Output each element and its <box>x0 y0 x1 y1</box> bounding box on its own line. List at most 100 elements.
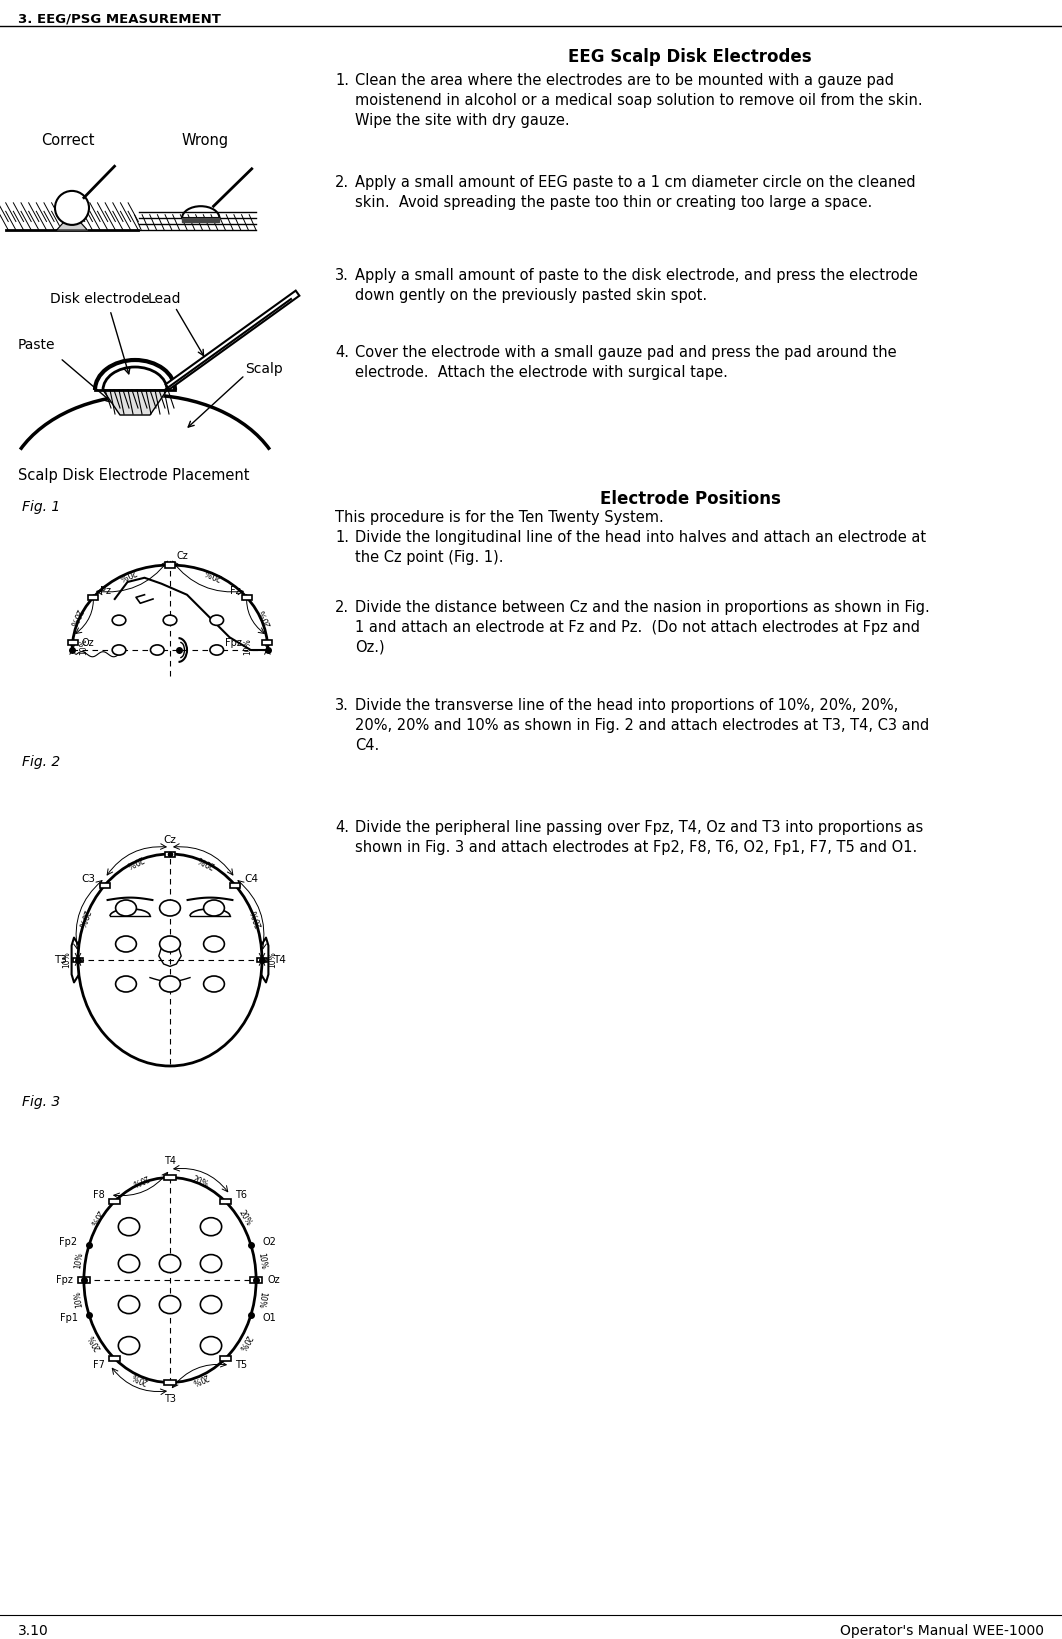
FancyBboxPatch shape <box>165 1380 175 1385</box>
Text: 10%: 10% <box>63 952 71 969</box>
Polygon shape <box>103 390 167 415</box>
FancyBboxPatch shape <box>257 957 267 962</box>
Text: Fig. 3: Fig. 3 <box>22 1095 61 1110</box>
Text: Cover the electrode with a small gauze pad and press the pad around the
electrod: Cover the electrode with a small gauze p… <box>355 344 896 380</box>
Ellipse shape <box>201 1254 222 1272</box>
Text: O2: O2 <box>262 1237 276 1247</box>
Ellipse shape <box>118 1218 140 1236</box>
Text: Fp2: Fp2 <box>59 1237 78 1247</box>
Text: 20%: 20% <box>75 908 90 929</box>
Ellipse shape <box>204 975 224 992</box>
Text: F7: F7 <box>93 1360 105 1370</box>
Text: 10%: 10% <box>256 1252 268 1270</box>
Text: 10%: 10% <box>73 1290 84 1308</box>
Text: 20%: 20% <box>87 1208 104 1228</box>
Text: 10%: 10% <box>73 1252 84 1270</box>
Text: 1.: 1. <box>335 74 349 89</box>
Text: 3.10: 3.10 <box>18 1624 49 1637</box>
FancyBboxPatch shape <box>220 1198 232 1205</box>
FancyBboxPatch shape <box>262 641 273 646</box>
Text: 20%: 20% <box>130 1172 149 1188</box>
Text: 10%: 10% <box>256 1290 268 1308</box>
Text: T4: T4 <box>164 1155 176 1165</box>
Text: 20%: 20% <box>237 1208 253 1228</box>
Text: Paste: Paste <box>18 338 55 352</box>
Ellipse shape <box>113 644 125 656</box>
Text: 20%: 20% <box>117 565 138 582</box>
Polygon shape <box>182 218 220 223</box>
Text: Fz: Fz <box>229 585 240 597</box>
Text: Cz: Cz <box>164 834 176 844</box>
Text: 4.: 4. <box>335 820 349 834</box>
FancyBboxPatch shape <box>88 595 98 600</box>
Text: 20%: 20% <box>237 1333 253 1352</box>
Text: Fp1: Fp1 <box>59 1313 78 1323</box>
FancyBboxPatch shape <box>73 957 83 962</box>
Text: Divide the peripheral line passing over Fpz, T4, Oz and T3 into proportions as
s: Divide the peripheral line passing over … <box>355 820 923 856</box>
Ellipse shape <box>164 615 176 626</box>
Text: Divide the transverse line of the head into proportions of 10%, 20%, 20%,
20%, 2: Divide the transverse line of the head i… <box>355 698 929 752</box>
Text: F8: F8 <box>93 1190 105 1200</box>
Text: Cz: Cz <box>176 551 189 562</box>
Ellipse shape <box>210 644 223 656</box>
Ellipse shape <box>113 615 125 626</box>
Ellipse shape <box>159 1254 181 1272</box>
Circle shape <box>55 190 89 225</box>
FancyBboxPatch shape <box>79 1277 89 1283</box>
Ellipse shape <box>118 1254 140 1272</box>
Ellipse shape <box>159 975 181 992</box>
Text: O1: O1 <box>262 1313 276 1323</box>
Text: 10%: 10% <box>80 638 88 654</box>
Text: Fpz: Fpz <box>225 638 242 647</box>
FancyBboxPatch shape <box>242 595 252 600</box>
Text: This procedure is for the Ten Twenty System.: This procedure is for the Ten Twenty Sys… <box>335 510 664 524</box>
Text: Oz: Oz <box>268 1275 280 1285</box>
Ellipse shape <box>201 1218 222 1236</box>
FancyBboxPatch shape <box>109 1198 120 1205</box>
FancyBboxPatch shape <box>230 883 240 888</box>
Text: Apply a small amount of EEG paste to a 1 cm diameter circle on the cleaned
skin.: Apply a small amount of EEG paste to a 1… <box>355 175 915 210</box>
Text: Fig. 2: Fig. 2 <box>22 756 61 769</box>
Text: 20%: 20% <box>131 1370 150 1387</box>
Ellipse shape <box>201 1336 222 1354</box>
Ellipse shape <box>116 936 136 952</box>
Ellipse shape <box>151 644 164 656</box>
FancyBboxPatch shape <box>165 1175 175 1180</box>
Text: Disk electrode: Disk electrode <box>50 292 150 306</box>
Text: T3: T3 <box>164 1395 176 1405</box>
FancyBboxPatch shape <box>109 1355 120 1362</box>
Ellipse shape <box>159 900 181 916</box>
Ellipse shape <box>84 1177 256 1383</box>
Text: Pz: Pz <box>100 585 110 597</box>
Text: 3.: 3. <box>335 269 349 284</box>
Text: 10%: 10% <box>269 952 277 969</box>
Text: Oz: Oz <box>81 638 93 647</box>
Text: 4.: 4. <box>335 344 349 361</box>
Ellipse shape <box>201 1295 222 1313</box>
Text: T3: T3 <box>54 956 67 965</box>
Text: 1.: 1. <box>335 529 349 546</box>
FancyBboxPatch shape <box>220 1355 232 1362</box>
Text: Fpz: Fpz <box>55 1275 72 1285</box>
Text: 2.: 2. <box>335 600 349 615</box>
Text: T5: T5 <box>235 1360 247 1370</box>
Ellipse shape <box>118 1295 140 1313</box>
Text: 2.: 2. <box>335 175 349 190</box>
Text: Fig. 1: Fig. 1 <box>22 500 61 515</box>
FancyBboxPatch shape <box>166 852 175 857</box>
Ellipse shape <box>159 1295 181 1313</box>
Text: 10%: 10% <box>243 638 252 654</box>
Text: 20%: 20% <box>124 852 144 869</box>
Text: Scalp: Scalp <box>245 362 282 375</box>
Text: 20%: 20% <box>87 1333 104 1352</box>
Text: 20%: 20% <box>190 1174 209 1190</box>
Text: Divide the distance between Cz and the nasion in proportions as shown in Fig.
1 : Divide the distance between Cz and the n… <box>355 600 929 654</box>
Text: Clean the area where the electrodes are to be mounted with a gauze pad
moistenen: Clean the area where the electrodes are … <box>355 74 923 128</box>
Ellipse shape <box>116 900 136 916</box>
Ellipse shape <box>204 900 224 916</box>
Text: Apply a small amount of paste to the disk electrode, and press the electrode
dow: Apply a small amount of paste to the dis… <box>355 269 918 303</box>
Ellipse shape <box>204 936 224 952</box>
Text: 20%: 20% <box>250 908 264 929</box>
Text: 3. EEG/PSG MEASUREMENT: 3. EEG/PSG MEASUREMENT <box>18 11 221 25</box>
Text: 20%: 20% <box>257 606 273 628</box>
